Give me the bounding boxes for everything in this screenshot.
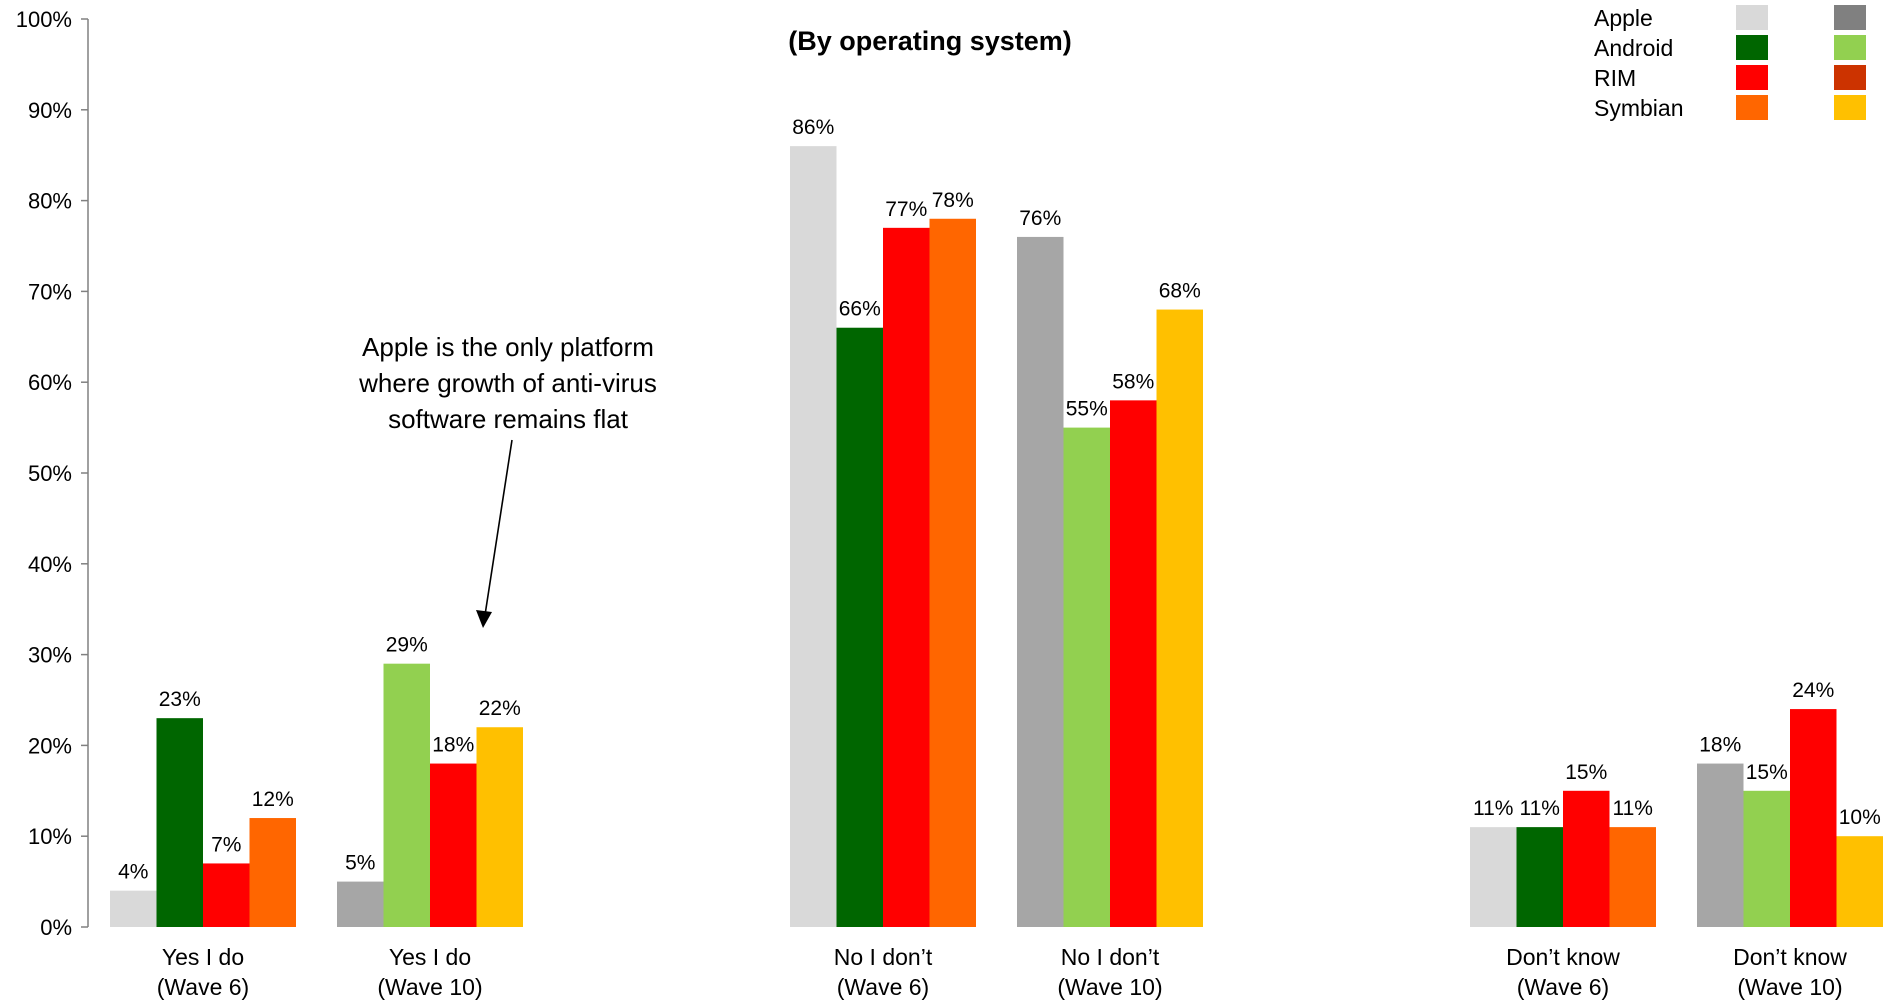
data-label: 18% (1699, 734, 1741, 757)
y-tick-label: 80% (28, 189, 72, 214)
data-label: 76% (1019, 207, 1061, 230)
y-tick-label: 50% (28, 461, 72, 486)
data-label: 15% (1746, 761, 1788, 784)
bar (929, 218, 976, 927)
annotation-arrowhead (476, 610, 492, 628)
category-label: (Wave 10) (377, 974, 482, 1000)
data-label: 18% (432, 734, 474, 757)
bar (1017, 236, 1064, 928)
bar (1790, 709, 1837, 927)
legend-swatch (1834, 95, 1866, 120)
bar (337, 881, 384, 927)
y-tick-label: 10% (28, 824, 72, 849)
data-label: 11% (1520, 797, 1560, 820)
category-label: No I don’t (834, 944, 933, 970)
data-label: 22% (479, 697, 521, 720)
bar (110, 890, 157, 927)
bar (1697, 763, 1744, 927)
y-tick-label: 60% (28, 370, 72, 395)
legend-label: RIM (1594, 65, 1636, 91)
legend-label: Apple (1594, 5, 1653, 31)
annotation-arrow (484, 439, 513, 616)
category-label: Don’t know (1506, 944, 1620, 970)
legend-swatch (1834, 5, 1866, 30)
y-tick-label: 20% (28, 733, 72, 758)
category-label: (Wave 6) (1517, 974, 1609, 1000)
legend-swatch (1834, 65, 1866, 90)
bar (790, 146, 837, 927)
y-tick-label: 90% (28, 98, 72, 123)
bar (1743, 790, 1790, 927)
data-label: 24% (1792, 679, 1834, 702)
bar (836, 327, 883, 928)
legend-label: Android (1594, 35, 1673, 61)
data-label: 78% (932, 189, 974, 212)
category-label: Yes I do (389, 944, 471, 970)
data-label: 66% (839, 298, 881, 321)
bar (1156, 309, 1203, 927)
legend: Apple Android RIM Symbian (1594, 5, 1866, 121)
bar (476, 727, 523, 927)
bar (1563, 790, 1610, 927)
bar (1836, 836, 1883, 927)
data-label: 77% (885, 198, 927, 221)
y-tick-label: 40% (28, 552, 72, 577)
data-label: 4% (118, 861, 148, 884)
y-tick-label: 100% (16, 7, 72, 32)
legend-swatch (1736, 35, 1768, 60)
category-label: No I don’t (1061, 944, 1160, 970)
legend-label: Symbian (1594, 95, 1683, 121)
bar (1063, 427, 1110, 927)
data-label: 7% (211, 833, 241, 856)
category-labels: Yes I do (Wave 6) Yes I do (Wave 10) No I do… (157, 944, 1848, 1000)
annotation-line-2: where growth of anti-virus (358, 368, 657, 398)
bar (883, 227, 930, 928)
data-label: 86% (792, 116, 834, 139)
annotation-line-1: Apple is the only platform (362, 332, 654, 362)
bar (383, 663, 430, 927)
bar (249, 818, 296, 927)
bar (430, 763, 477, 927)
y-tick-label: 0% (40, 915, 72, 940)
data-label: 11% (1613, 797, 1653, 820)
data-label: 12% (252, 788, 294, 811)
category-label: (Wave 10) (1057, 974, 1162, 1000)
data-label: 15% (1565, 761, 1607, 784)
annotation-line-3: software remains flat (388, 404, 629, 434)
category-label: (Wave 10) (1737, 974, 1842, 1000)
bar (156, 718, 203, 927)
data-label: 10% (1839, 806, 1881, 829)
bars (110, 146, 1883, 928)
data-label: 55% (1066, 398, 1108, 421)
y-axis: 0% 10% 20% 30% 40% 50% 60% 70% 80% 90% 100% (16, 7, 89, 940)
chart-title: (By operating system) (788, 26, 1072, 56)
data-labels: 4%23%7%12%5%29%18%22%86%66%77% 78%76%55%5… (118, 116, 1881, 884)
bar (1516, 827, 1563, 927)
data-label: 11% (1473, 797, 1513, 820)
y-tick-label: 70% (28, 279, 72, 304)
category-label: Don’t know (1733, 944, 1847, 970)
data-label: 68% (1159, 280, 1201, 303)
category-label: Yes I do (162, 944, 244, 970)
data-label: 23% (159, 688, 201, 711)
annotation: Apple is the only platform where growth … (358, 332, 657, 628)
data-label: 58% (1112, 370, 1154, 393)
bar (203, 863, 250, 927)
data-label: 5% (345, 852, 375, 875)
category-label: (Wave 6) (837, 974, 929, 1000)
bar (1609, 827, 1656, 927)
legend-swatch (1834, 35, 1866, 60)
legend-swatch (1736, 65, 1768, 90)
category-label: (Wave 6) (157, 974, 249, 1000)
bar (1470, 827, 1517, 927)
legend-swatch (1736, 95, 1768, 120)
y-tick-label: 30% (28, 643, 72, 668)
legend-swatch (1736, 5, 1768, 30)
bar (1110, 400, 1157, 927)
data-label: 29% (386, 634, 428, 657)
